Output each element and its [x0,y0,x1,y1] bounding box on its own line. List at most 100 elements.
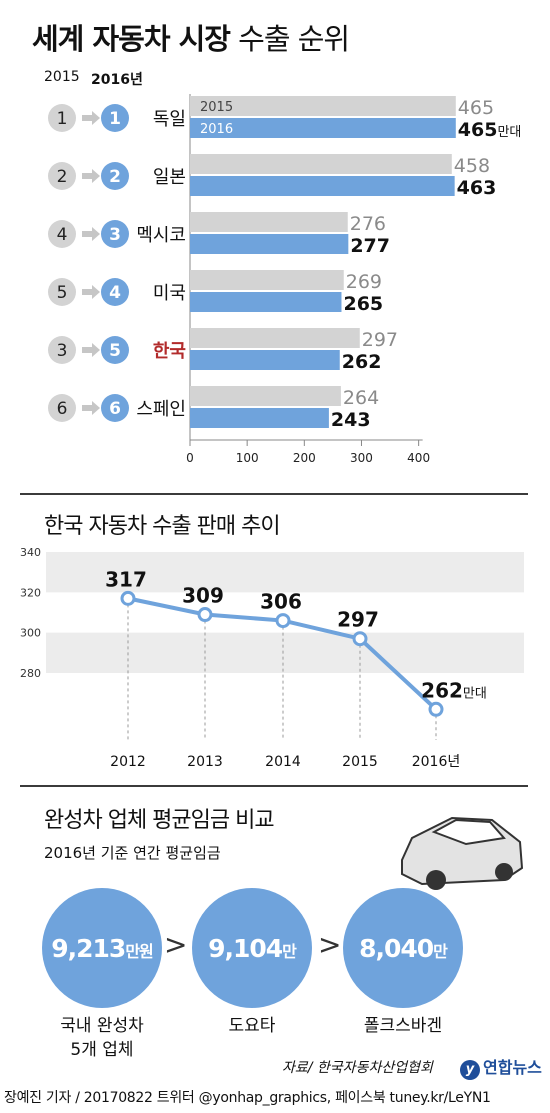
rank-2015-value: 5 [57,283,68,303]
rank-2015-value: 3 [57,341,68,361]
arrow-right-icon [82,401,100,415]
rank-x-tick-label: 100 [236,451,259,465]
rank-2016-value: 5 [109,341,121,361]
rank-2016-badge [101,394,129,422]
country-label: 멕시코 [136,225,186,246]
country-label: 스페인 [136,399,186,420]
trend-value-label: 297 [337,608,379,632]
rank-x-tick-label: 300 [350,451,373,465]
rank-2016-badge [101,336,129,364]
car-icon [401,816,524,890]
trend-unit-suffix: 만대 [463,686,487,701]
country-label: 한국 [153,341,186,362]
trend-point [428,701,444,717]
section-divider-1 [20,493,528,495]
wage-value-domestic: 9,213 [51,933,126,963]
rank-2016-value: 1 [109,109,121,129]
bar-2016 [190,408,329,428]
bar-2015 [190,212,348,232]
trend-point [275,613,291,629]
wage-unit-volkswagen: 만 [433,942,448,961]
rank-2016-value: 3 [109,225,121,245]
rank-header-2016: 2016년 [91,72,143,88]
trend-x-tick-label: 2013 [187,754,223,770]
trend-value-label: 306 [260,590,302,614]
trend-x-tick-label: 2014 [265,754,301,770]
trend-x-tick-label: 2015 [342,754,378,770]
greater-than-1: > [164,928,188,961]
trend-y-tick-label: 280 [20,667,41,680]
trend-value-label: 309 [182,584,224,608]
footer-credit: 장예진 기자 / 20170822 트위터 @yonhap_graphics, … [0,1084,550,1113]
wage-label-volkswagen-line1: 폴크스바겐 [363,1016,443,1036]
bar-2016 [190,234,349,254]
section-divider-2 [20,785,528,787]
bar-2016 [190,176,455,196]
arrow-right-icon [82,285,100,299]
trend-y-tick-label: 320 [20,586,41,599]
value-2015: 297 [362,329,398,351]
trend-point [197,607,213,623]
bar-2015 [190,328,360,348]
value-2016: 265 [343,293,383,315]
rank-2015-badge [48,336,76,364]
arrow-right-icon [82,111,100,125]
rank-2015-value: 6 [57,399,68,419]
wage-title: 완성차 업체 평균임금 비교 [44,808,275,833]
rank-2015-badge [48,278,76,306]
rank-2015-value: 4 [57,225,68,245]
rank-2016-value: 6 [109,399,121,419]
trend-x-tick-label: 2016년 [412,754,461,770]
arrow-right-icon [82,169,100,183]
export-trend-chart: 280 300 320 340 317 2012 309 2013 306 2014 297 2015… [20,546,524,770]
rank-x-tick-label: 200 [293,451,316,465]
country-label: 일본 [153,167,186,188]
wage-label-toyota-line1: 도요타 [228,1016,276,1036]
value-2015: 276 [350,213,386,235]
wage-unit-toyota: 만 [282,942,297,961]
rank-2016-badge [101,220,129,248]
value-2015: 458 [454,155,490,177]
band-280-300 [46,632,524,673]
trend-x-tick-label: 2012 [110,754,146,770]
rank-2016-badge [101,104,129,132]
title-bold: 세계 자동차 시장 [32,22,231,56]
rank-2015-badge [48,162,76,190]
band-320-340 [46,552,524,593]
rank-2016-value: 2 [109,167,121,187]
yonhap-logo-icon: y [460,1060,480,1080]
value-2015: 465 [458,97,494,119]
rank-x-tick-label: 400 [407,451,430,465]
arrow-right-icon [82,227,100,241]
value-2015: 264 [343,387,379,409]
trend-point [352,631,368,647]
wage-label-domestic-line1: 국내 완성차 [60,1016,144,1036]
rank-2015-badge [48,104,76,132]
bar-2016 [190,292,342,312]
rank-x-tick-label: 0 [186,451,194,465]
value-2015: 269 [346,271,382,293]
wage-label-domestic: 국내 완성차 5개 업체 [32,1014,172,1062]
source-note: 자료/ 한국자동차산업협회 [282,1060,433,1076]
wage-label-domestic-line2: 5개 업체 [70,1040,134,1060]
greater-than-2: > [318,928,342,961]
trend-title: 한국 자동차 수출 판매 추이 [44,514,281,539]
trend-point [120,590,136,606]
bar-2015 [190,270,344,290]
wage-circle-domestic: 9,213 만원 [42,888,162,1008]
title-light: 수출 순위 [238,22,350,56]
rank-2015-value: 2 [57,167,68,187]
wage-label-toyota: 도요타 [182,1014,322,1038]
rank-2015-badge [48,394,76,422]
unit-suffix: 만대 [497,125,521,140]
rank-2016-badge [101,162,129,190]
rank-header-2015: 2015 [44,69,80,85]
bar-2015 [190,154,452,174]
rank-2015-badge [48,220,76,248]
